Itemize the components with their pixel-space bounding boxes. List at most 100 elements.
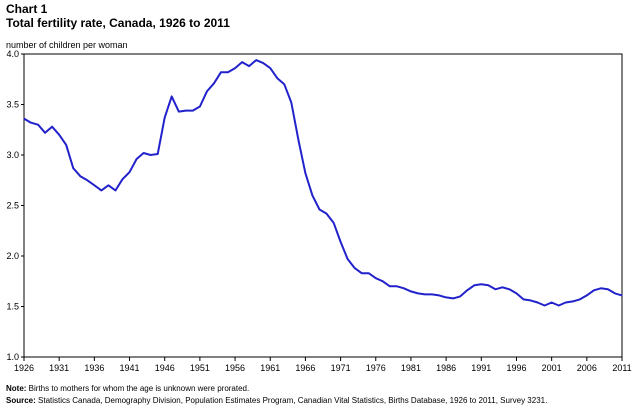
data-point: [368, 272, 370, 274]
data-point: [241, 61, 243, 63]
data-point: [354, 267, 356, 269]
y-tick-label: 2.0: [6, 251, 19, 261]
data-point: [311, 194, 314, 196]
data-point: [410, 290, 412, 292]
data-point: [579, 298, 581, 301]
data-point: [438, 294, 440, 296]
x-tick-label: 1966: [295, 363, 315, 373]
data-point: [501, 286, 503, 288]
x-tick-label: 2006: [577, 363, 597, 373]
data-point: [431, 293, 433, 295]
data-point: [565, 301, 567, 304]
data-point: [30, 122, 32, 124]
data-point: [403, 287, 405, 289]
data-point: [607, 288, 609, 290]
data-point: [23, 118, 25, 120]
data-point: [171, 95, 173, 98]
data-point: [586, 294, 588, 296]
data-point: [375, 277, 377, 279]
data-point: [593, 289, 595, 291]
plot-frame: [23, 53, 623, 358]
data-point: [452, 297, 454, 300]
x-tick-label: 1931: [49, 363, 69, 373]
data-point: [480, 283, 482, 285]
data-point: [128, 171, 131, 173]
chart-title: Total fertility rate, Canada, 1926 to 20…: [6, 16, 230, 30]
x-tick-label: 1956: [225, 363, 245, 373]
data-point: [269, 67, 271, 69]
data-point: [382, 280, 384, 282]
data-point: [199, 105, 201, 108]
chart-source: Source: Statistics Canada, Demography Di…: [6, 396, 547, 405]
y-tick-label: 2.5: [6, 201, 19, 211]
data-point: [558, 304, 560, 307]
data-point: [536, 301, 539, 304]
data-point: [234, 67, 236, 69]
data-point: [339, 241, 342, 243]
data-point: [93, 184, 95, 186]
data-point: [325, 212, 328, 215]
data-point: [107, 184, 110, 186]
y-tick-label: 3.5: [6, 100, 19, 110]
y-axis-label: number of children per woman: [6, 40, 128, 50]
data-point: [164, 117, 166, 119]
data-point: [220, 71, 222, 73]
data-point: [304, 172, 307, 174]
data-point: [445, 296, 447, 299]
data-point: [318, 208, 321, 211]
x-tick-label: 1946: [155, 363, 175, 373]
data-point: [297, 139, 299, 141]
data-point: [544, 304, 546, 307]
data-point: [276, 77, 278, 79]
x-tick-label: 1961: [260, 363, 280, 373]
data-point: [213, 82, 215, 84]
x-tick-label: 1936: [84, 363, 104, 373]
x-tick-label: 1991: [471, 363, 491, 373]
data-point: [157, 153, 159, 155]
x-tick-label: 1951: [190, 363, 210, 373]
data-point: [396, 285, 398, 287]
data-point: [65, 144, 67, 146]
data-point: [515, 292, 518, 294]
source-label: Source:: [6, 396, 36, 405]
x-tick-label: 1981: [401, 363, 421, 373]
data-point: [459, 295, 461, 297]
data-point: [114, 189, 117, 191]
data-point: [290, 101, 292, 104]
y-tick-label: 4.0: [6, 49, 19, 59]
data-point: [150, 154, 152, 156]
data-point: [361, 272, 363, 274]
data-point: [572, 300, 574, 303]
data-point: [522, 298, 525, 301]
data-point: [121, 178, 124, 180]
x-tick-label: 1971: [331, 363, 351, 373]
data-point: [614, 292, 616, 294]
data-point: [487, 284, 489, 286]
data-point: [248, 65, 250, 67]
data-point: [192, 109, 194, 112]
data-point: [347, 258, 349, 260]
y-tick-label: 1.5: [6, 302, 19, 312]
y-tick-label: 3.0: [6, 150, 19, 160]
data-point: [621, 294, 623, 296]
data-point: [58, 134, 60, 136]
data-point: [417, 292, 419, 294]
data-point: [178, 110, 180, 113]
data-point: [227, 71, 229, 73]
x-tick-label: 1996: [506, 363, 526, 373]
data-point: [100, 189, 102, 191]
x-tick-label: 1976: [366, 363, 386, 373]
chart-number: Chart 1: [6, 2, 48, 16]
data-point: [473, 284, 475, 286]
data-point: [79, 175, 81, 177]
x-tick-label: 2001: [542, 363, 562, 373]
data-point: [529, 299, 532, 302]
data-point: [551, 301, 553, 304]
data-point: [255, 59, 257, 61]
data-point: [135, 158, 138, 160]
note-text: Births to mothers for whom the age is un…: [26, 384, 250, 393]
source-text: Statistics Canada, Demography Division, …: [35, 396, 548, 405]
data-point: [51, 126, 53, 128]
data-point: [466, 289, 468, 291]
